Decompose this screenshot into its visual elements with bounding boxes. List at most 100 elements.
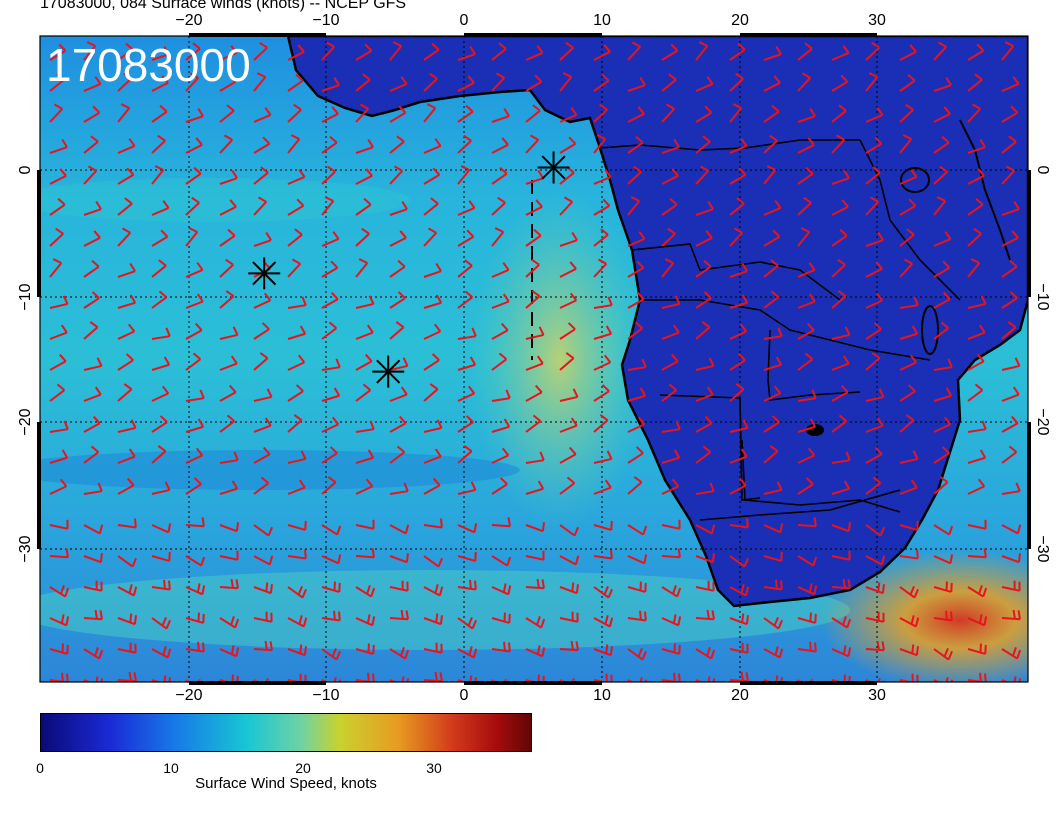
wind-barb [831, 480, 851, 495]
wind-barb [185, 137, 203, 154]
wind-barb [287, 169, 306, 185]
wind-barb [865, 582, 885, 595]
wind-barb [185, 107, 204, 123]
wind-barb [831, 104, 847, 123]
wind-barb [253, 41, 268, 61]
colorbar-tick: 30 [426, 760, 442, 776]
colorbar [40, 713, 532, 753]
wind-barb [457, 104, 474, 123]
wind-barb [219, 522, 239, 533]
wind-barb [729, 555, 749, 568]
wind-barb [627, 581, 647, 593]
wind-barb [185, 322, 203, 340]
wind-barb [763, 290, 780, 309]
wind-barb [661, 227, 676, 247]
wind-barb [729, 383, 745, 402]
wind-barb [661, 614, 682, 627]
wind-barb [83, 553, 103, 564]
wind-barb [729, 167, 747, 185]
wind-barb [593, 520, 613, 531]
wind-barb [763, 104, 780, 123]
wind-barb [49, 478, 68, 495]
wind-barb [763, 45, 782, 61]
wind-barb [525, 414, 542, 433]
wind-barb [49, 449, 69, 464]
wind-barb [1001, 41, 1015, 61]
wind-barb [219, 134, 234, 154]
wind-barb [1001, 357, 1021, 371]
wind-barb [83, 165, 98, 185]
wind-barb [49, 585, 70, 598]
wind-barb [729, 613, 749, 626]
wind-barb [219, 326, 239, 340]
wind-barb [797, 42, 813, 61]
wind-barb [559, 555, 580, 566]
wind-barb [831, 645, 852, 658]
wind-barb [695, 165, 710, 185]
wind-barb [423, 353, 440, 371]
valid-time-stamp: 17083000 [46, 39, 251, 91]
wind-barb [219, 355, 238, 371]
wind-barb [457, 385, 476, 402]
wind-barb [627, 321, 644, 340]
wind-barb [967, 643, 987, 655]
wind-barb [661, 548, 681, 559]
wind-barb [287, 44, 305, 61]
wind-barb [355, 324, 374, 340]
wind-barb [525, 290, 541, 309]
wind-barb [967, 548, 987, 559]
wind-barb [831, 414, 848, 433]
wind-barb [933, 358, 953, 371]
wind-barb [491, 42, 507, 61]
wind-barb [491, 196, 506, 216]
wind-barb [933, 476, 949, 495]
wind-barb [49, 519, 69, 530]
lat-label-left: −20 [17, 408, 34, 436]
wind-barb [763, 259, 779, 278]
wind-barb [899, 384, 916, 402]
wind-barb [797, 227, 811, 247]
wind-barb [933, 135, 950, 154]
wind-barb [253, 582, 273, 595]
wind-barb [695, 647, 716, 660]
wind-barb [967, 449, 987, 464]
wind-barb [933, 291, 951, 309]
wind-barb [389, 41, 403, 61]
lon-label-bottom: 10 [593, 687, 611, 704]
wind-barb [559, 292, 578, 309]
wind-barb [117, 671, 137, 682]
wind-barb [525, 355, 544, 371]
wind-barb [423, 671, 443, 682]
wind-barb [219, 199, 237, 216]
wind-barb [491, 612, 511, 624]
wind-barb [151, 616, 171, 630]
wind-barb [525, 258, 540, 278]
lon-label-bottom: 20 [731, 687, 749, 704]
wind-barb [389, 200, 408, 216]
wind-barb [559, 322, 576, 340]
wind-barb [491, 262, 510, 278]
wind-barb [117, 197, 133, 216]
band-upper [40, 178, 410, 222]
wind-barb [491, 447, 510, 464]
wind-barb [525, 169, 544, 185]
wind-barb [389, 105, 407, 123]
wind-barb [253, 136, 271, 154]
lake [806, 424, 824, 436]
wind-barb [831, 228, 848, 247]
wind-barb [729, 584, 750, 597]
wind-barb [559, 261, 577, 278]
wind-barb [627, 231, 646, 247]
wind-barb [967, 478, 986, 495]
wind-barb [593, 644, 613, 657]
wind-barb [491, 322, 509, 340]
wind-barb [967, 43, 985, 61]
wind-barb [253, 107, 272, 123]
wind-barb [355, 585, 376, 598]
storm-marker-1 [248, 257, 281, 290]
wind-barb [185, 42, 201, 61]
wind-barb [83, 76, 102, 92]
wind-barb [695, 135, 711, 154]
wind-barb [559, 446, 577, 464]
wind-barb [695, 321, 711, 340]
